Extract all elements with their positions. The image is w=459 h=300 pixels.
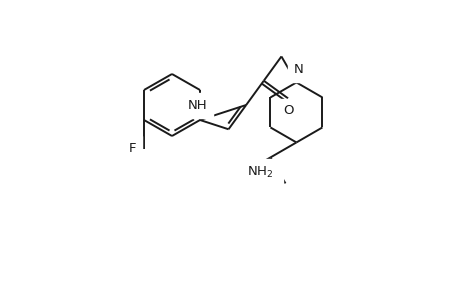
- Text: O: O: [266, 177, 277, 190]
- Text: N: N: [293, 63, 302, 76]
- Text: NH: NH: [188, 99, 207, 112]
- Text: NH$_2$: NH$_2$: [247, 165, 273, 180]
- Text: F: F: [128, 142, 136, 155]
- Text: O: O: [282, 104, 293, 117]
